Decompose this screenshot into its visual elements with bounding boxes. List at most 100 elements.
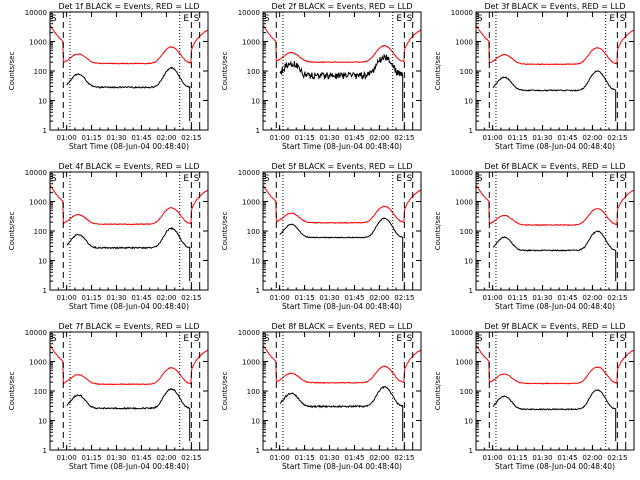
- y-tick-label: 100: [34, 388, 47, 396]
- y-tick-label-top: 10000: [25, 329, 47, 337]
- x-tick-label: 01:00: [57, 454, 77, 462]
- y-tick-label: 10: [251, 98, 260, 106]
- x-tick-label: 02:00: [156, 454, 176, 462]
- x-axis-label: Start Time (08-Jun-04 00:48:40): [495, 462, 615, 471]
- x-tick-label: 01:15: [81, 134, 101, 142]
- x-tick-label: 02:00: [582, 454, 602, 462]
- y-tick-label: 1: [43, 127, 47, 135]
- panel-title: Det 3f BLACK = Events, RED = LLD: [484, 2, 625, 11]
- saa-entry-label: S: [407, 14, 413, 24]
- y-tick-label: 1000: [455, 39, 473, 47]
- eclipse-label: E: [609, 334, 615, 344]
- y-tick-label: 1000: [242, 39, 260, 47]
- saa-exit-label: S: [477, 174, 483, 184]
- saa-exit-label: S: [477, 14, 483, 24]
- y-tick-label-top: 10000: [451, 329, 473, 337]
- y-tick-label: 100: [34, 228, 47, 236]
- x-tick-label: 01:15: [294, 134, 314, 142]
- y-tick-label: 1000: [29, 39, 47, 47]
- y-tick-label: 1000: [455, 199, 473, 207]
- y-tick-label: 1000: [29, 359, 47, 367]
- y-tick-label-top: 10000: [451, 169, 473, 177]
- x-tick-label: 02:15: [607, 454, 627, 462]
- series-lld-line: [475, 25, 635, 66]
- y-axis-label: Counts/sec: [8, 52, 16, 91]
- saa-exit-label: S: [264, 14, 270, 24]
- x-tick-label: 02:15: [607, 134, 627, 142]
- saa-entry-label: S: [407, 174, 413, 184]
- y-tick-label: 1: [256, 287, 260, 295]
- x-tick-label: 02:00: [369, 134, 389, 142]
- y-tick-label: 1: [469, 127, 473, 135]
- saa-exit-label: S: [51, 334, 57, 344]
- x-tick-label: 01:30: [532, 134, 552, 142]
- y-axis-label: Counts/sec: [8, 212, 16, 251]
- y-tick-label: 1: [43, 447, 47, 455]
- x-tick-label: 01:15: [507, 454, 527, 462]
- x-tick-label: 01:45: [557, 294, 577, 302]
- saa-entry-label: S: [620, 174, 626, 184]
- y-axis-label: Counts/sec: [434, 212, 442, 251]
- x-tick-label: 01:30: [532, 294, 552, 302]
- series-lld-line: [49, 184, 209, 226]
- x-tick-label: 02:15: [607, 294, 627, 302]
- eclipse-label: E: [183, 14, 189, 24]
- saa-exit-label: S: [477, 334, 483, 344]
- panel-title: Det 4f BLACK = Events, RED = LLD: [58, 162, 199, 171]
- y-axis-label: Counts/sec: [8, 372, 16, 411]
- x-axis-label: Start Time (08-Jun-04 00:48:40): [69, 462, 189, 471]
- x-tick-label: 01:00: [483, 454, 503, 462]
- series-lld-line: [49, 25, 209, 65]
- eclipse-label: E: [396, 14, 402, 24]
- x-tick-label: 02:15: [394, 454, 414, 462]
- y-tick-label: 1000: [455, 359, 473, 367]
- y-tick-label: 1000: [242, 199, 260, 207]
- x-tick-label: 01:15: [294, 454, 314, 462]
- y-tick-label-top: 10000: [238, 329, 260, 337]
- y-tick-label-top: 10000: [451, 9, 473, 17]
- x-tick-label: 01:30: [106, 454, 126, 462]
- saa-entry-label: S: [620, 334, 626, 344]
- x-tick-label: 01:30: [319, 294, 339, 302]
- x-tick-label: 01:45: [557, 454, 577, 462]
- x-tick-label: 01:45: [131, 294, 151, 302]
- eclipse-label: E: [396, 334, 402, 344]
- x-axis-label: Start Time (08-Jun-04 00:48:40): [282, 302, 402, 311]
- x-axis-label: Start Time (08-Jun-04 00:48:40): [69, 302, 189, 311]
- saa-exit-label: S: [51, 14, 57, 24]
- y-tick-label: 1: [469, 287, 473, 295]
- x-tick-label: 01:00: [57, 294, 77, 302]
- x-tick-label: 02:00: [156, 134, 176, 142]
- y-tick-label-top: 10000: [238, 169, 260, 177]
- y-tick-label: 100: [247, 388, 260, 396]
- panel-title: Det 8f BLACK = Events, RED = LLD: [271, 322, 412, 331]
- y-axis-label: Counts/sec: [221, 372, 229, 411]
- x-tick-label: 01:30: [106, 134, 126, 142]
- x-tick-label: 01:00: [270, 134, 290, 142]
- panel-title: Det 1f BLACK = Events, RED = LLD: [58, 2, 199, 11]
- saa-entry-label: S: [407, 334, 413, 344]
- saa-entry-label: S: [194, 14, 200, 24]
- x-tick-label: 02:00: [369, 454, 389, 462]
- saa-entry-label: S: [620, 14, 626, 24]
- eclipse-label: E: [609, 174, 615, 184]
- x-tick-label: 01:30: [532, 454, 552, 462]
- series-events-line: [492, 70, 617, 122]
- eclipse-label: E: [183, 174, 189, 184]
- x-tick-label: 02:15: [181, 454, 201, 462]
- y-tick-label: 1: [256, 447, 260, 455]
- x-axis-label: Start Time (08-Jun-04 00:48:40): [282, 462, 402, 471]
- x-tick-label: 01:00: [270, 294, 290, 302]
- eclipse-label: E: [183, 334, 189, 344]
- y-tick-label: 10: [38, 258, 47, 266]
- y-tick-label: 100: [34, 68, 47, 76]
- panel-title: Det 5f BLACK = Events, RED = LLD: [271, 162, 412, 171]
- x-tick-label: 01:45: [557, 134, 577, 142]
- x-tick-label: 01:00: [57, 134, 77, 142]
- series-lld-line: [262, 345, 422, 384]
